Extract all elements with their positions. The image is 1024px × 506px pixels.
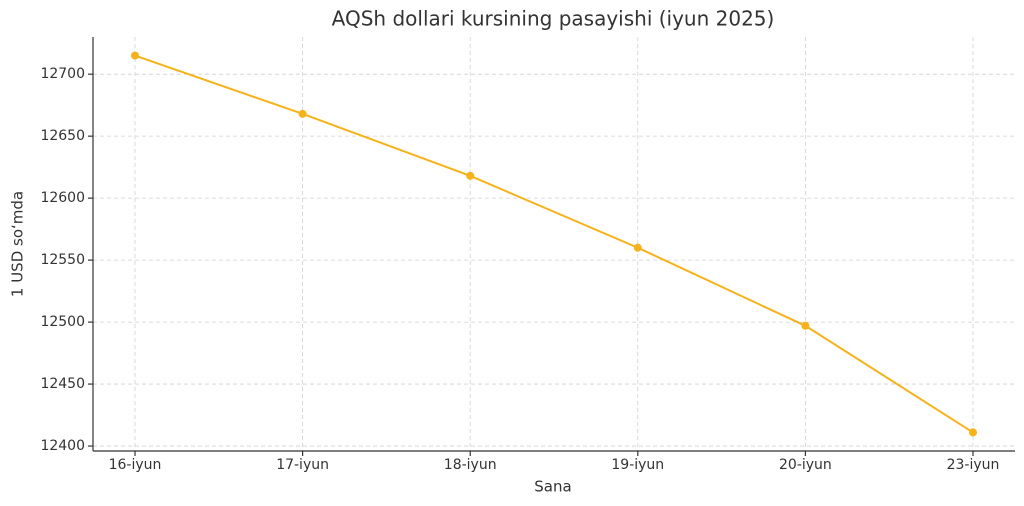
y-tick-label: 12500: [40, 314, 85, 330]
x-tick-label: 23-iyun: [947, 457, 1000, 473]
y-tick-label: 12700: [40, 66, 85, 82]
point: [633, 243, 642, 252]
point: [801, 321, 810, 330]
x-axis-label: Sana: [534, 478, 571, 496]
y-tick-label: 12550: [40, 252, 85, 268]
point: [969, 428, 977, 437]
y-tick-label: 12400: [40, 438, 85, 454]
x-tick-label: 20-iyun: [779, 457, 832, 473]
y-tick-label: 12600: [40, 190, 85, 206]
y-tick-label: 12650: [40, 128, 85, 144]
y-tick-label: 12450: [40, 376, 85, 392]
point: [466, 171, 475, 180]
point: [298, 109, 307, 118]
x-tick-label: 16-iyun: [109, 457, 162, 473]
x-tick-label: 18-iyun: [444, 457, 497, 473]
x-tick-label: 19-iyun: [611, 457, 664, 473]
y-axis-label: 1 USD so‘mda: [9, 191, 27, 297]
point: [131, 51, 139, 60]
line: [134, 54, 974, 434]
x-tick-label: 17-iyun: [276, 457, 329, 473]
chart-title: AQSh dollari kursining pasayishi (iyun 2…: [332, 7, 775, 31]
